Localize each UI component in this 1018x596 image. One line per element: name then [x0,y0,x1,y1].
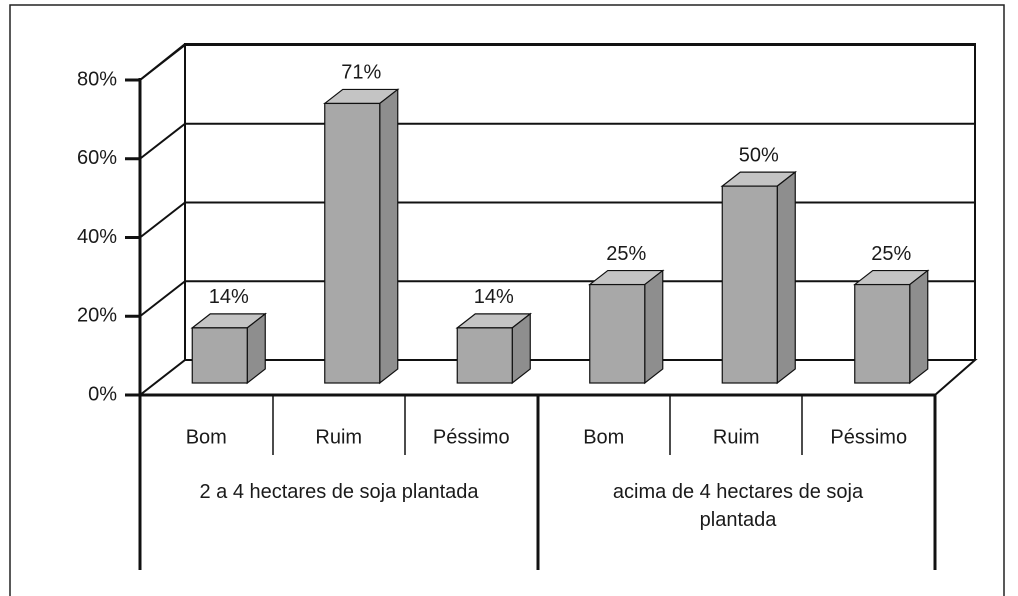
group-label: 2 a 4 hectares de soja plantada [199,481,479,503]
grid-line [139,280,186,318]
bar [854,283,911,384]
value-label: 25% [871,243,911,265]
y-tick-label: 40% [77,226,117,248]
value-label: 14% [474,286,514,308]
x-tick-label: Péssimo [433,426,510,448]
x-tick-label: Bom [583,426,624,448]
grid-line [139,44,186,81]
bar-side [379,88,399,385]
bar-side [909,269,929,385]
y-tick-label: 60% [77,147,117,169]
x-tick-label: Bom [186,426,227,448]
y-tick-label: 0% [88,383,117,405]
category-dividers [272,395,803,455]
x-tick-label: Péssimo [830,426,907,448]
value-label: 14% [209,286,249,308]
frame [9,4,1005,596]
bar [456,327,513,384]
value-label: 50% [739,144,779,166]
bar [721,185,778,384]
grid-line [139,122,186,160]
y-tick-label: 80% [77,68,117,90]
bar-side [776,170,796,385]
bar-side [644,269,664,385]
bar [191,327,248,384]
value-label: 25% [606,243,646,265]
x-tick-label: Ruim [315,426,362,448]
x-tick-label: Ruim [713,426,760,448]
bar [324,102,381,384]
bar [589,283,646,384]
value-label: 71% [341,62,381,84]
group-label: acima de 4 hectares de soja plantada [612,481,864,531]
grid-line [139,201,186,239]
y-tick-label: 20% [77,305,117,327]
